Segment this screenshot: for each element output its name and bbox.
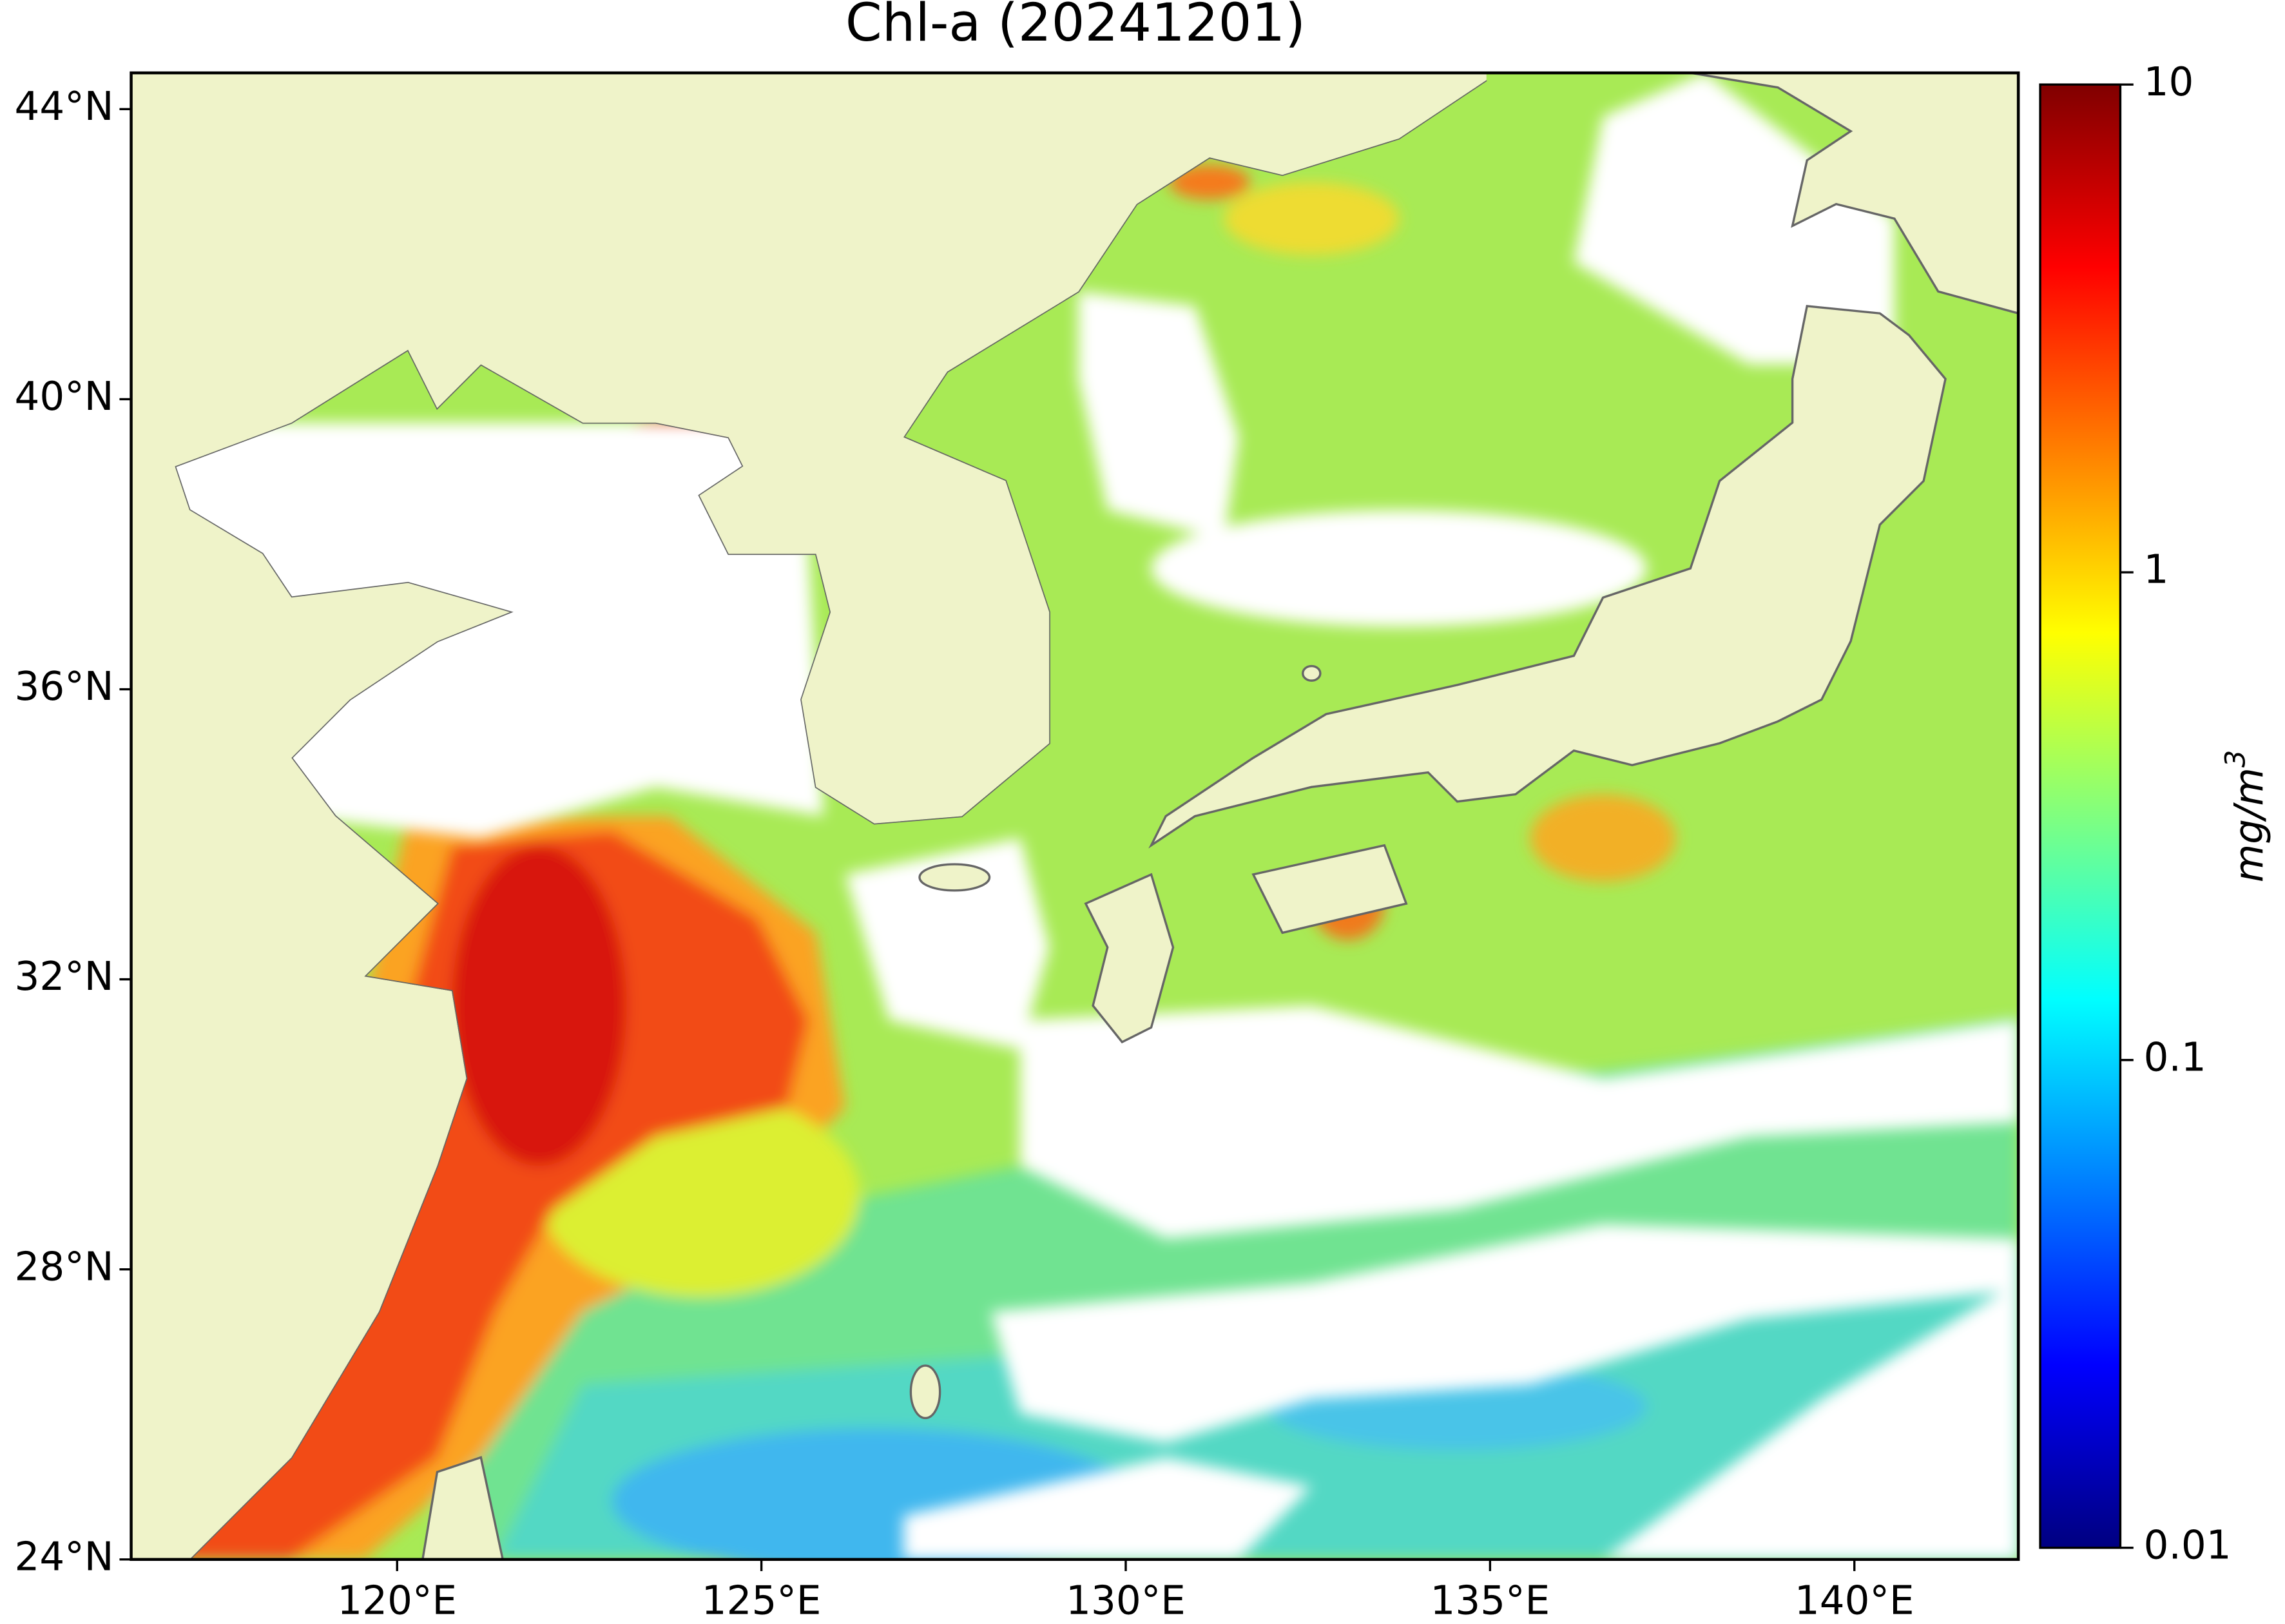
cloud xyxy=(1151,510,1647,627)
land xyxy=(1251,844,1408,934)
field xyxy=(1168,164,1251,200)
cloud xyxy=(903,1457,1312,1560)
land xyxy=(1148,305,1947,849)
land xyxy=(909,1364,941,1420)
land xyxy=(1302,664,1322,682)
y-tick-label: 44°N xyxy=(15,84,114,130)
y-tick-label: 32°N xyxy=(15,954,114,1000)
cloud xyxy=(1574,73,1895,365)
colorbar-unit-exponent: 3 xyxy=(2219,750,2251,768)
colorbar xyxy=(2039,83,2122,1549)
x-tick-label: 125°E xyxy=(702,1578,822,1623)
x-tick-label: 120°E xyxy=(337,1578,457,1623)
cloud xyxy=(845,838,1050,1050)
y-tick-label: 36°N xyxy=(15,664,114,710)
colorbar-tick-label: 10 xyxy=(2144,59,2194,105)
field xyxy=(1530,794,1676,882)
colorbar-unit: mg/m xyxy=(2226,768,2272,882)
y-tick-label: 40°N xyxy=(15,374,114,420)
y-tick-label: 24°N xyxy=(15,1534,114,1580)
colorbar-tick-label: 0.01 xyxy=(2144,1522,2232,1568)
land xyxy=(1084,873,1175,1044)
x-tick-label: 130°E xyxy=(1066,1578,1186,1623)
land xyxy=(918,863,991,892)
x-tick-label: 140°E xyxy=(1795,1578,1914,1623)
plot-frame xyxy=(130,71,2020,1561)
y-tick-label: 28°N xyxy=(15,1244,114,1290)
cloud xyxy=(1603,1282,2019,1560)
field xyxy=(1224,182,1400,255)
colorbar-label: mg/m3 xyxy=(2219,750,2272,883)
cloud xyxy=(1020,1005,2019,1239)
map-title: Chl-a (20241201) xyxy=(845,0,1306,53)
x-tick-label: 135°E xyxy=(1431,1578,1550,1623)
land xyxy=(1690,73,2019,314)
cloud xyxy=(990,1224,2019,1443)
colorbar-tick-label: 1 xyxy=(2144,547,2169,593)
cloud xyxy=(1078,291,1239,539)
map-area xyxy=(131,73,2019,1560)
colorbar-tick-label: 0.1 xyxy=(2144,1034,2206,1080)
land xyxy=(421,1456,504,1560)
field xyxy=(452,845,627,1166)
